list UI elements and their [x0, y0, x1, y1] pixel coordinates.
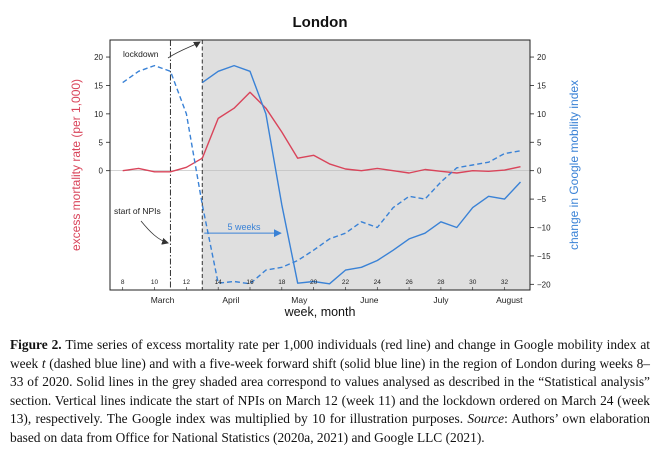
y-right-tick-label: −10 [537, 224, 551, 233]
month-tick-label: May [291, 295, 308, 305]
y-right-tick-label: −15 [537, 252, 551, 261]
y-left-tick-label: 15 [94, 81, 103, 90]
caption-source-label: Source [467, 411, 505, 427]
chart-title: London [293, 14, 348, 31]
npis-label: start of NPIs [114, 206, 161, 216]
y-right-tick-label: 10 [537, 110, 546, 119]
month-tick-label: August [496, 295, 523, 305]
mobility-dashed-line [122, 64, 521, 285]
month-tick-label: April [222, 295, 239, 305]
y-right-tick-label: 15 [537, 81, 546, 90]
caption-text-2: (dashed blue line) and with a five-week … [10, 355, 650, 427]
month-tick-label: July [433, 295, 449, 305]
week-tick-label: 30 [469, 279, 477, 286]
week-tick-label: 10 [151, 279, 159, 286]
mobility-shifted-line [201, 64, 522, 285]
lockdown-arrow [167, 41, 201, 59]
chart-figure: 0 5 10 15 20 −20 −15 −10 −5 0 5 10 15 20 8 10 12 14 16 18 20… [69, 14, 581, 319]
analysis-shaded-region [202, 40, 531, 290]
figure-caption: Figure 2. Time series of excess mortalit… [10, 336, 650, 448]
y-right-tick-label: −20 [537, 280, 551, 289]
week-tick-label: 8 [121, 279, 125, 286]
excess-mortality-line [122, 91, 521, 174]
npis-arrow [140, 220, 169, 245]
y-axis-left-label: excess mortality rate (per 1,000) [69, 79, 83, 251]
month-tick-label: March [151, 295, 175, 305]
x-axis-label: week, month [284, 305, 356, 319]
y-left-tick-label: 20 [94, 53, 103, 62]
y-right-tick-label: 0 [537, 167, 542, 176]
caption-label: Figure 2. [10, 337, 62, 352]
week-tick-label: 22 [342, 279, 350, 286]
y-left-tick-label: 0 [99, 167, 104, 176]
week-tick-label: 32 [501, 279, 509, 286]
caption-text-3: : Authors’ own elaboration based on data… [10, 411, 650, 445]
week-tick-label: 18 [278, 279, 286, 286]
caption-variable: t [41, 355, 46, 371]
week-tick-label: 16 [246, 279, 254, 286]
five-weeks-label: 5 weeks [227, 222, 261, 232]
y-left-tick-label: 10 [94, 110, 103, 119]
week-tick-label: 12 [183, 279, 191, 286]
week-tick-label: 20 [310, 279, 318, 286]
caption-text-1: Time series of excess mortality rate per… [10, 337, 650, 371]
plot-frame [109, 39, 531, 291]
y-left-tick-label: 5 [99, 138, 104, 147]
y-axis-right-label: change in Google mobility index [567, 80, 581, 250]
week-tick-label: 28 [437, 279, 445, 286]
y-right-tick-label: 20 [537, 53, 546, 62]
month-tick-label: June [360, 295, 379, 305]
week-tick-label: 24 [374, 279, 382, 286]
y-right-tick-label: 5 [537, 138, 542, 147]
y-right-tick-label: −5 [537, 195, 547, 204]
week-tick-label: 26 [405, 279, 413, 286]
week-tick-label: 14 [215, 279, 223, 286]
lockdown-label: lockdown [123, 49, 159, 59]
